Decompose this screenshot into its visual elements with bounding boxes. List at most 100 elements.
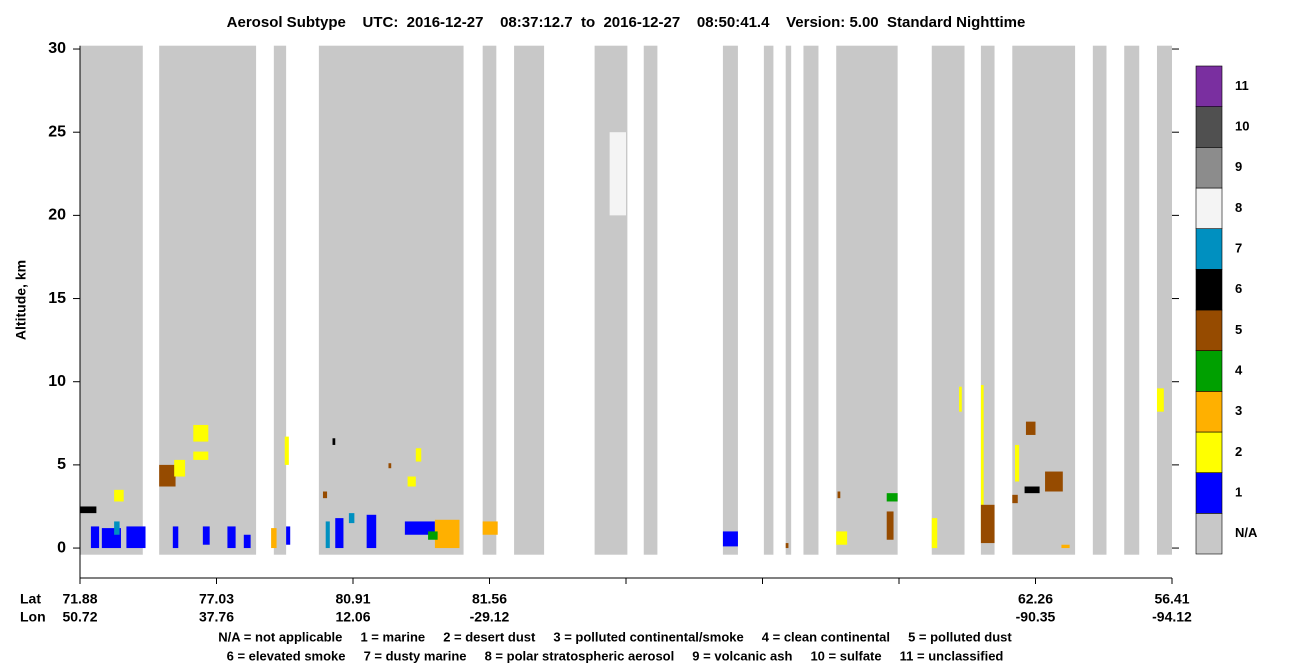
colorbar-label: 6 <box>1235 281 1242 296</box>
colorbar-label: 4 <box>1235 362 1243 377</box>
na-column <box>80 45 143 555</box>
aerosol-patch <box>1045 471 1063 492</box>
colorbar-swatch <box>1195 187 1223 229</box>
aerosol-patch <box>193 424 209 442</box>
lon-tick-label: 12.06 <box>335 609 370 625</box>
aerosol-patch <box>415 448 422 462</box>
aerosol-patch <box>980 504 995 544</box>
chart-title: Aerosol Subtype UTC: 2016-12-27 08:37:12… <box>227 14 1026 31</box>
colorbar-swatch <box>1195 472 1223 514</box>
aerosol-patch <box>114 521 120 535</box>
aerosol-patch <box>609 132 626 216</box>
aerosol-patch <box>114 489 124 502</box>
aerosol-patch <box>404 521 435 535</box>
aerosol-patch <box>388 463 392 469</box>
na-column <box>1124 45 1140 555</box>
colorbar-label: 8 <box>1235 200 1242 215</box>
lat-tick-label: 81.56 <box>472 591 507 607</box>
aerosol-patch <box>126 526 146 549</box>
y-tick-label: 20 <box>48 207 66 224</box>
aerosol-patch <box>174 459 186 477</box>
colorbar-swatch <box>1195 147 1223 189</box>
y-tick-label: 30 <box>48 40 66 57</box>
aerosol-patch <box>193 451 209 460</box>
lat-tick-label: 62.26 <box>1018 591 1053 607</box>
aerosol-patch <box>90 526 100 549</box>
aerosol-patch <box>1025 421 1036 435</box>
aerosol-patch <box>837 491 841 499</box>
colorbar-swatch <box>1195 228 1223 270</box>
aerosol-patch <box>335 518 344 549</box>
aerosol-patch <box>1061 544 1070 549</box>
lat-tick-label: 77.03 <box>199 591 234 607</box>
na-column <box>980 45 995 555</box>
lon-tick-label: -94.12 <box>1152 609 1192 625</box>
aerosol-patch <box>227 526 236 549</box>
aerosol-patch <box>348 513 355 524</box>
aerosol-patch <box>836 531 848 545</box>
aerosol-patch <box>366 514 377 549</box>
aerosol-patch <box>1156 388 1164 412</box>
aerosol-patch <box>785 543 789 549</box>
aerosol-patch <box>325 521 330 549</box>
lon-tick-label: -90.35 <box>1016 609 1056 625</box>
colorbar-swatch <box>1195 309 1223 351</box>
lon-tick-label: 50.72 <box>62 609 97 625</box>
aerosol-patch <box>980 385 984 540</box>
lat-tick-label: 56.41 <box>1154 591 1189 607</box>
na-column <box>1156 45 1172 555</box>
aerosol-patch <box>1012 494 1018 504</box>
na-column <box>482 45 497 555</box>
y-tick-label: 15 <box>48 290 66 307</box>
na-column <box>273 45 287 555</box>
aerosol-patch <box>434 519 460 549</box>
na-column <box>318 45 464 555</box>
na-column <box>643 45 658 555</box>
colorbar-label: 5 <box>1235 322 1242 337</box>
colorbar-swatch <box>1195 513 1223 555</box>
aerosol-patch <box>886 493 898 502</box>
lon-tick-label: 37.76 <box>199 609 234 625</box>
colorbar-swatch <box>1195 269 1223 311</box>
aerosol-patch <box>886 511 894 540</box>
lat-tick-label: 80.91 <box>335 591 370 607</box>
colorbar-label: 10 <box>1235 118 1249 133</box>
aerosol-patch <box>322 491 328 499</box>
legend-note: 6 = elevated smoke 7 = dusty marine 8 = … <box>227 648 1004 663</box>
aerosol-patch <box>428 531 438 540</box>
na-column <box>785 45 792 555</box>
colorbar-label: 9 <box>1235 159 1242 174</box>
na-column <box>763 45 774 555</box>
colorbar-label: 1 <box>1235 484 1242 499</box>
lon-label: Lon <box>20 609 46 625</box>
aerosol-patch <box>332 438 336 445</box>
colorbar-label: 2 <box>1235 444 1242 459</box>
na-column <box>594 45 628 555</box>
colorbar-swatch <box>1195 431 1223 473</box>
y-tick-label: 10 <box>48 373 66 390</box>
aerosol-patch <box>172 526 179 549</box>
y-tick-label: 0 <box>57 539 66 556</box>
lat-tick-label: 71.88 <box>62 591 97 607</box>
colorbar-label: N/A <box>1235 525 1258 540</box>
aerosol-patch <box>284 436 289 465</box>
aerosol-patch <box>202 526 210 545</box>
aerosol-patch <box>407 476 416 487</box>
y-tick-label: 25 <box>48 123 66 140</box>
colorbar-swatch <box>1195 391 1223 433</box>
aerosol-patch <box>286 526 291 545</box>
aerosol-patch <box>482 521 498 535</box>
aerosol-patch <box>80 506 97 514</box>
y-tick-label: 5 <box>57 456 66 473</box>
legend-note: N/A = not applicable 1 = marine 2 = dese… <box>218 629 1012 644</box>
aerosol-patch <box>159 464 176 487</box>
aerosol-patch <box>243 534 251 549</box>
colorbar-swatch <box>1195 65 1223 107</box>
na-column <box>514 45 545 555</box>
lat-label: Lat <box>20 591 41 607</box>
aerosol-patch <box>271 528 277 549</box>
na-column <box>1012 45 1076 555</box>
y-axis-label: Altitude, km <box>13 260 29 340</box>
na-column <box>931 45 965 555</box>
